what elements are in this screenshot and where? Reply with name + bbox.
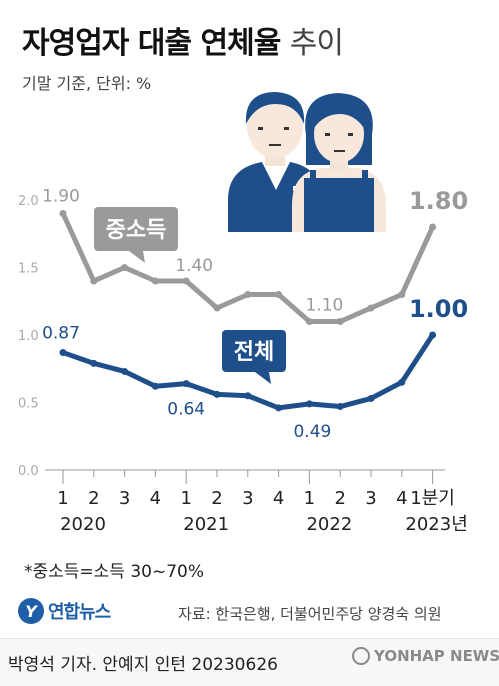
x-tick-label: 2 [334,488,345,509]
data-point [90,359,98,367]
x-tick-label: 2 [211,488,222,509]
data-point [398,378,406,386]
data-point [244,291,252,298]
year-label: 2022 [306,514,352,535]
logo-mark: Y [18,598,44,624]
data-point [275,404,283,412]
data-point [244,392,252,400]
yonhap-logo: Y 연합뉴스 [18,598,111,624]
middle-income-bubble-tail [129,251,145,263]
data-label: 1.90 [42,187,80,207]
data-point [336,403,344,411]
data-point [367,394,375,402]
title-main: 자영업자 대출 연체율 [22,26,281,61]
data-point [121,367,129,375]
title-light: 추이 [289,26,344,61]
y-tick-label: 2.0 [18,194,39,209]
data-point [182,277,190,285]
data-point [151,382,159,390]
source-text: 자료: 한국은행, 더불어민주당 양경숙 의원 [178,605,442,623]
page-title: 자영업자 대출 연체율 추이 [22,18,344,62]
data-point [59,349,67,357]
x-tick-label: 1 [304,488,315,509]
y-tick-label: 0.0 [18,464,39,479]
data-point [213,304,221,312]
y-tick-label: 1.0 [18,329,39,344]
data-point [151,277,159,285]
chart-subtitle: 기말 기준, 단위: % [22,74,152,93]
credit-text: 박영석 기자. 안예지 인턴 20230626 [8,655,278,675]
data-point [305,400,313,408]
data-point [429,331,437,339]
data-point [182,380,190,388]
y-tick-label: 1.5 [18,262,39,277]
data-label: 1.80 [409,187,468,215]
data-point [275,291,283,298]
data-label: 1.40 [175,256,213,276]
bottom-bar [0,638,499,686]
data-point [121,264,129,271]
x-tick-label: 2 [88,488,99,509]
data-label: 1.00 [409,295,468,323]
total-bubble [222,330,286,372]
data-label: 0.87 [42,324,80,344]
people-illustration [228,92,386,232]
x-tick-label: 4 [273,488,284,509]
year-label: 2020 [60,514,106,535]
data-point [305,318,313,325]
data-label: 0.49 [293,422,331,442]
footnote: *중소득=소득 30~70% [24,562,205,582]
data-point [213,390,221,398]
logo-text: 연합뉴스 [48,602,111,623]
y-tick-label: 0.5 [18,397,39,412]
watermark-text: YONHAP NEWS [374,647,499,665]
data-point [367,304,375,312]
x-tick-label: 1 [180,488,191,509]
x-tick-label: 3 [242,488,253,509]
x-tick-label: 1 [57,488,68,509]
middle-income-bubble [94,207,178,251]
watermark-circle-icon [352,647,370,665]
total-bubble-tail [255,372,271,384]
data-point [336,318,344,325]
data-point [398,291,406,298]
x-tick-label: 4 [150,488,161,509]
middle-income-series-name: 중소득 [106,218,167,243]
x-tick-label: 3 [365,488,376,509]
data-point [59,210,67,217]
x-tick-label: 1분기 [410,488,455,509]
watermark: YONHAP NEWS [352,647,499,665]
x-tick-label: 3 [119,488,130,509]
x-tick-label: 4 [396,488,407,509]
year-label: 2023년 [405,514,467,535]
data-label: 0.64 [167,400,205,420]
year-label: 2021 [183,514,229,535]
total-series-name: 전체 [234,340,274,365]
data-label: 1.10 [305,296,343,316]
data-point [90,277,98,285]
data-point [429,223,437,231]
